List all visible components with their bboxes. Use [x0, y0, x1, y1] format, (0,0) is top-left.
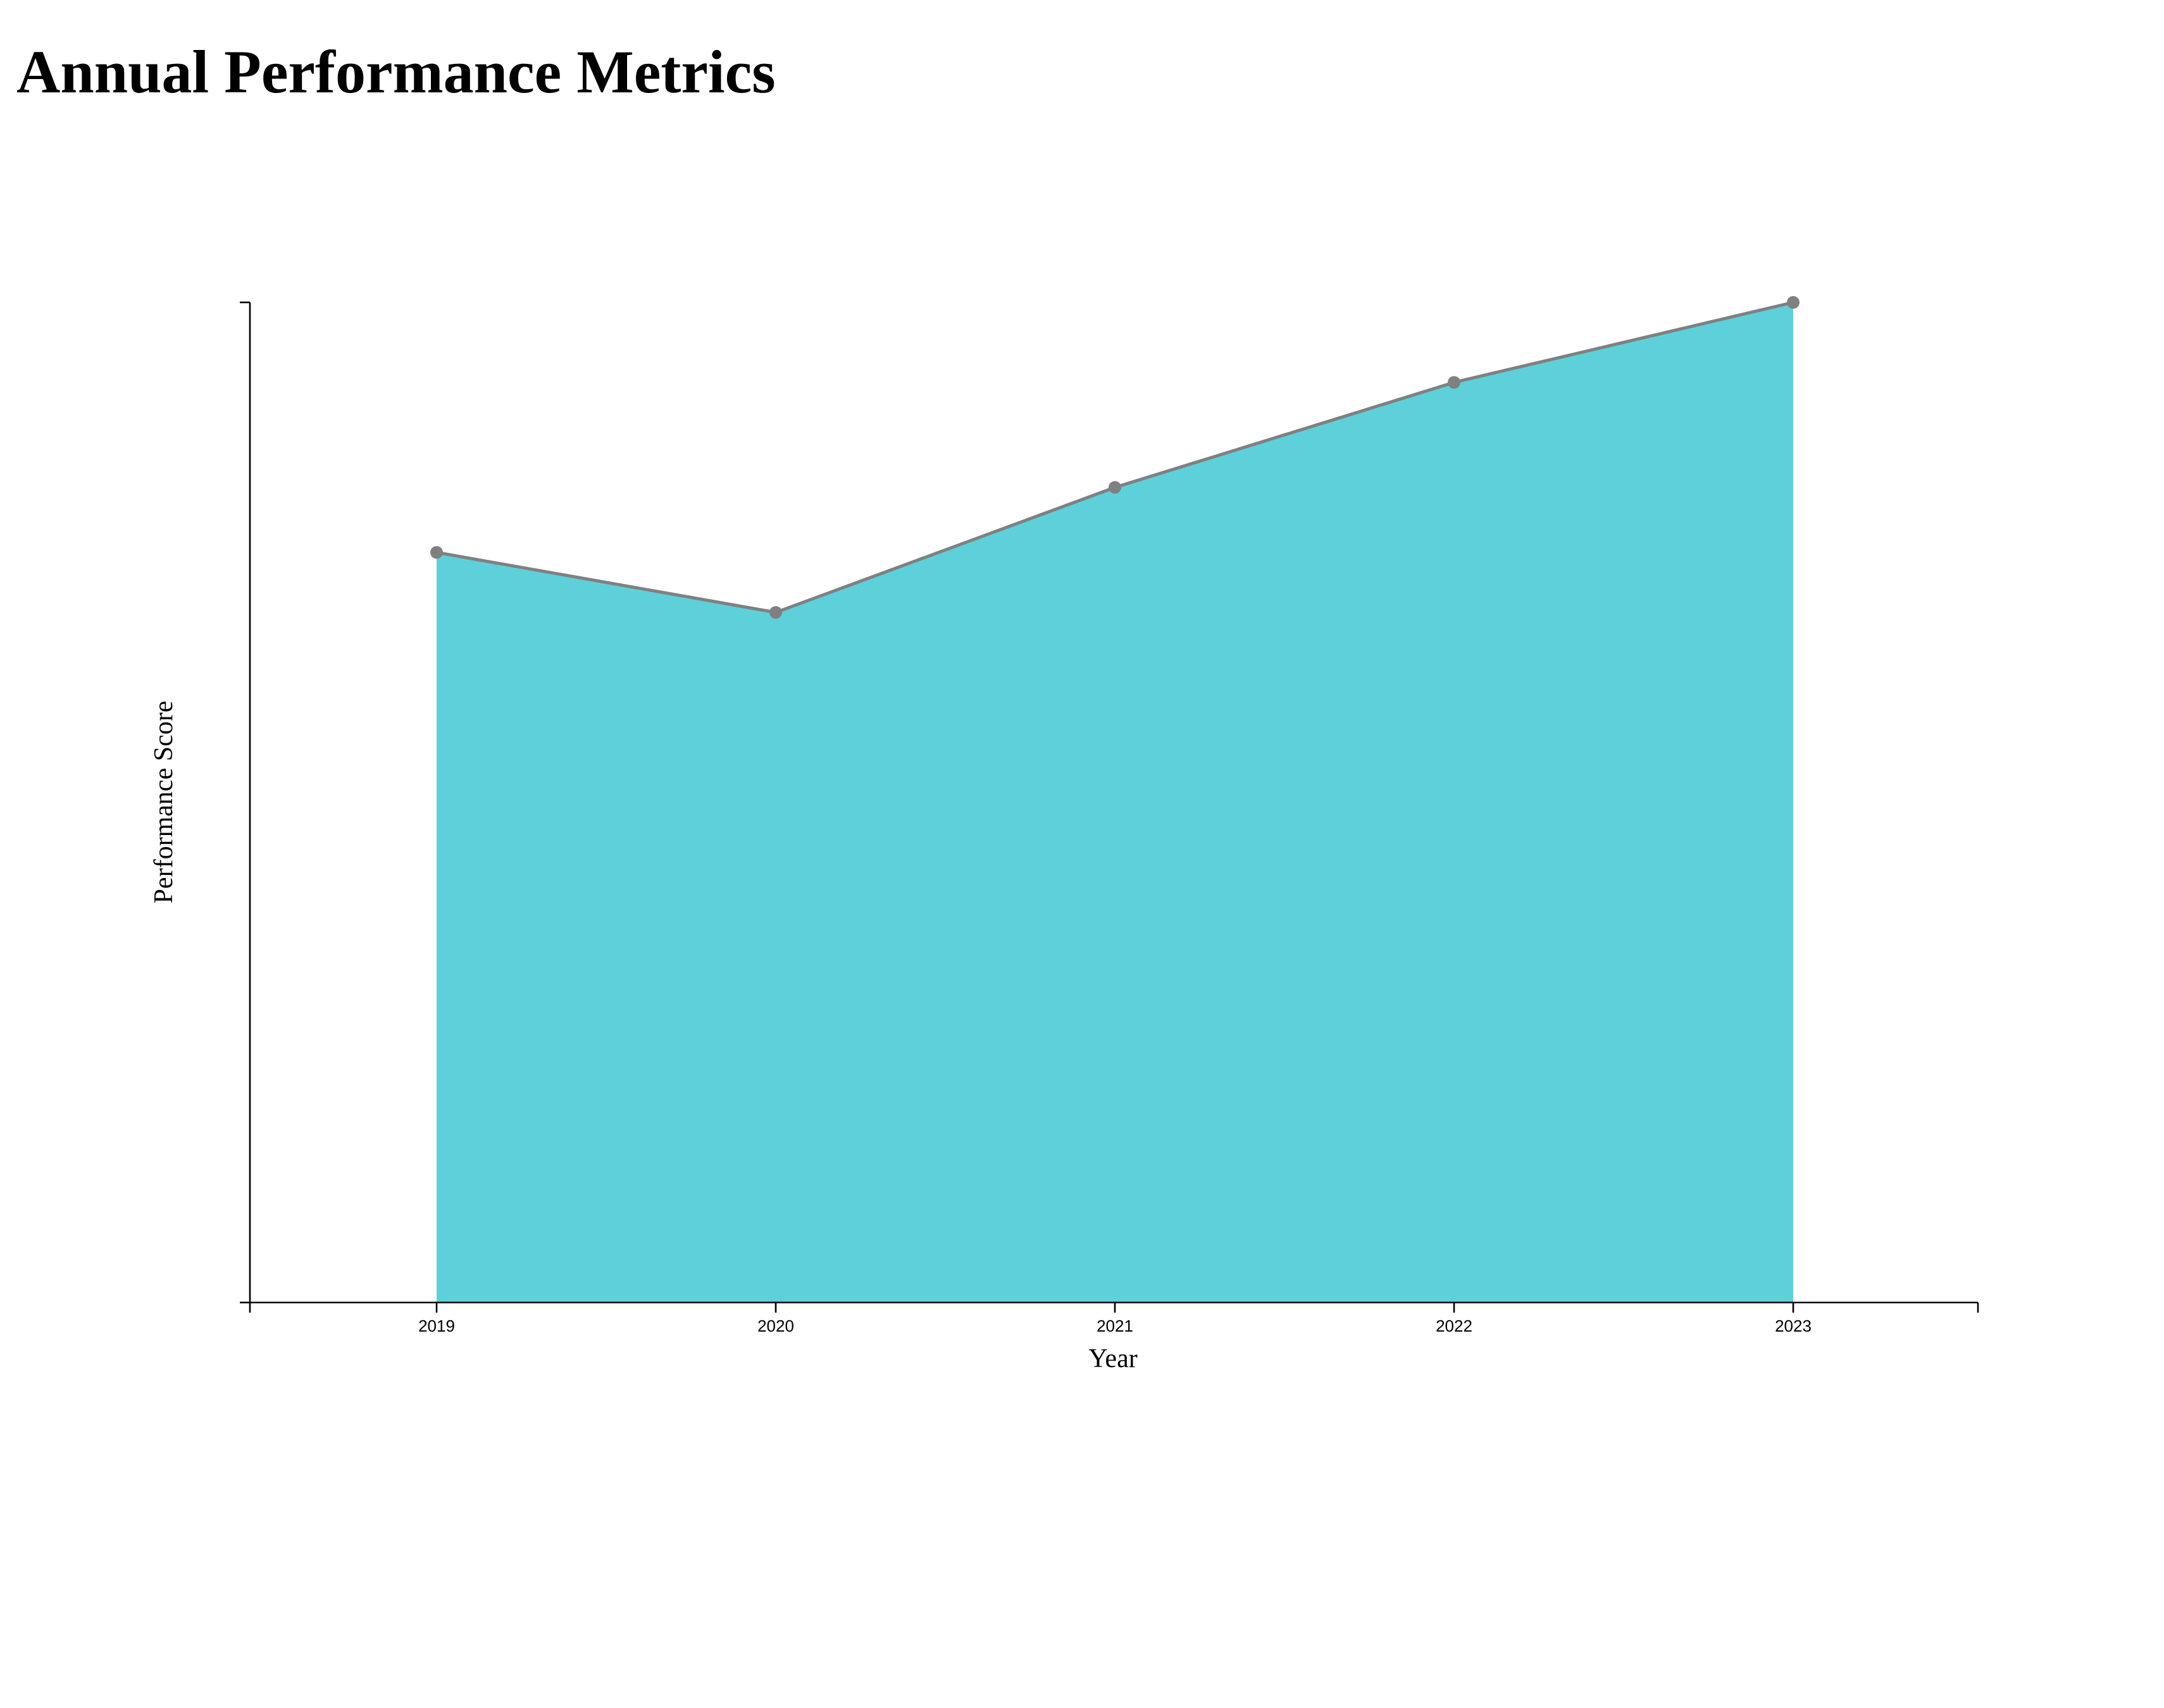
data-point-2023	[1787, 296, 1800, 309]
x-axis: 2019 2020 2021 2022 2023	[249, 1301, 1979, 1335]
data-point-2020	[769, 606, 782, 619]
x-tick-label: 2021	[1097, 1316, 1133, 1335]
x-tick-label: 2019	[418, 1316, 455, 1335]
data-point-2021	[1109, 481, 1121, 494]
x-tick-label: 2020	[757, 1316, 794, 1335]
x-axis-title: Year	[1088, 1344, 1137, 1373]
page-title: Annual Performance Metrics	[16, 38, 776, 106]
y-axis-title: Performance Score	[149, 701, 178, 904]
x-tick-label: 2022	[1436, 1316, 1472, 1335]
data-point-2019	[430, 546, 443, 559]
plot-area	[430, 296, 1800, 1303]
series-area	[437, 302, 1793, 1303]
data-point-2022	[1448, 376, 1460, 389]
x-tick-label: 2023	[1775, 1316, 1812, 1335]
y-axis	[240, 301, 251, 1304]
